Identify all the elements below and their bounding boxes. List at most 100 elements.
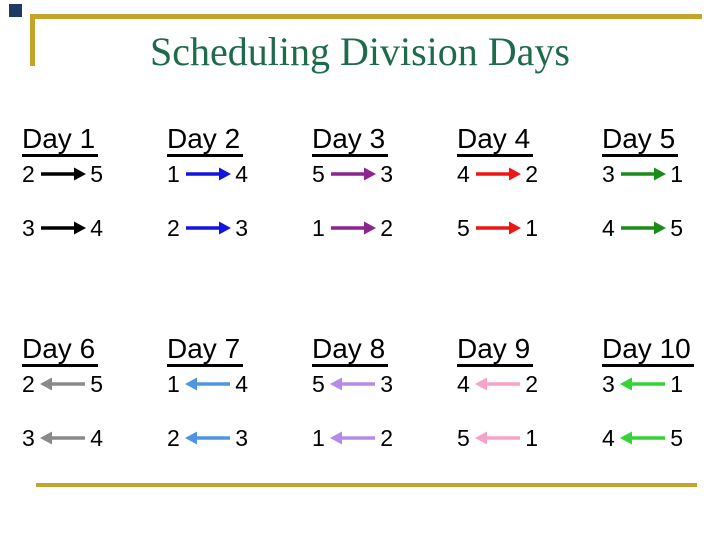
left-number: 5 — [312, 371, 325, 397]
day-heading: Day 2 — [167, 124, 244, 157]
right-arrow-icon — [185, 221, 231, 235]
right-number: 2 — [525, 371, 538, 397]
right-number: 5 — [90, 161, 103, 187]
left-number: 2 — [22, 371, 35, 397]
day-heading: Day 5 — [602, 124, 679, 157]
right-number: 4 — [235, 161, 248, 187]
left-arrow-icon — [619, 431, 665, 445]
left-arrow-icon — [474, 377, 520, 391]
left-arrow-icon — [619, 377, 665, 391]
right-number: 1 — [670, 371, 683, 397]
left-arrow-icon — [184, 377, 230, 391]
right-arrow-icon — [330, 167, 376, 181]
left-arrow-icon — [474, 431, 520, 445]
right-number: 5 — [670, 425, 683, 451]
left-number: 4 — [457, 161, 470, 187]
right-arrow-icon — [620, 167, 666, 181]
left-number: 3 — [602, 371, 615, 397]
right-arrow-icon — [475, 221, 521, 235]
left-number: 3 — [22, 425, 35, 451]
left-number: 5 — [457, 425, 470, 451]
right-number: 5 — [670, 215, 683, 241]
right-number: 4 — [90, 215, 103, 241]
day-heading: Day 4 — [457, 124, 534, 157]
left-number: 2 — [167, 215, 180, 241]
right-number: 1 — [525, 215, 538, 241]
left-arrow-icon — [39, 377, 85, 391]
right-number: 2 — [380, 215, 393, 241]
right-arrow-icon — [40, 221, 86, 235]
day-heading: Day 8 — [312, 334, 389, 367]
left-number: 4 — [602, 425, 615, 451]
left-number: 3 — [602, 161, 615, 187]
left-gold-rule — [30, 14, 35, 66]
right-number: 1 — [525, 425, 538, 451]
right-number: 3 — [235, 215, 248, 241]
right-number: 5 — [90, 371, 103, 397]
left-number: 1 — [312, 425, 325, 451]
right-number: 4 — [235, 371, 248, 397]
left-arrow-icon — [329, 377, 375, 391]
left-number: 4 — [602, 215, 615, 241]
right-number: 3 — [235, 425, 248, 451]
page-title: Scheduling Division Days — [150, 29, 570, 74]
right-arrow-icon — [620, 221, 666, 235]
left-number: 1 — [167, 161, 180, 187]
right-arrow-icon — [40, 167, 86, 181]
left-number: 2 — [167, 425, 180, 451]
left-number: 2 — [22, 161, 35, 187]
day-heading: Day 9 — [457, 334, 534, 367]
day-heading: Day 3 — [312, 124, 389, 157]
corner-accent-square — [9, 4, 22, 17]
day-heading: Day 1 — [22, 124, 99, 157]
right-number: 2 — [525, 161, 538, 187]
right-number: 3 — [380, 161, 393, 187]
right-number: 4 — [90, 425, 103, 451]
bottom-gold-rule — [36, 483, 697, 487]
left-arrow-icon — [329, 431, 375, 445]
right-number: 2 — [380, 425, 393, 451]
left-number: 5 — [312, 161, 325, 187]
day-heading: Day 10 — [602, 334, 694, 367]
